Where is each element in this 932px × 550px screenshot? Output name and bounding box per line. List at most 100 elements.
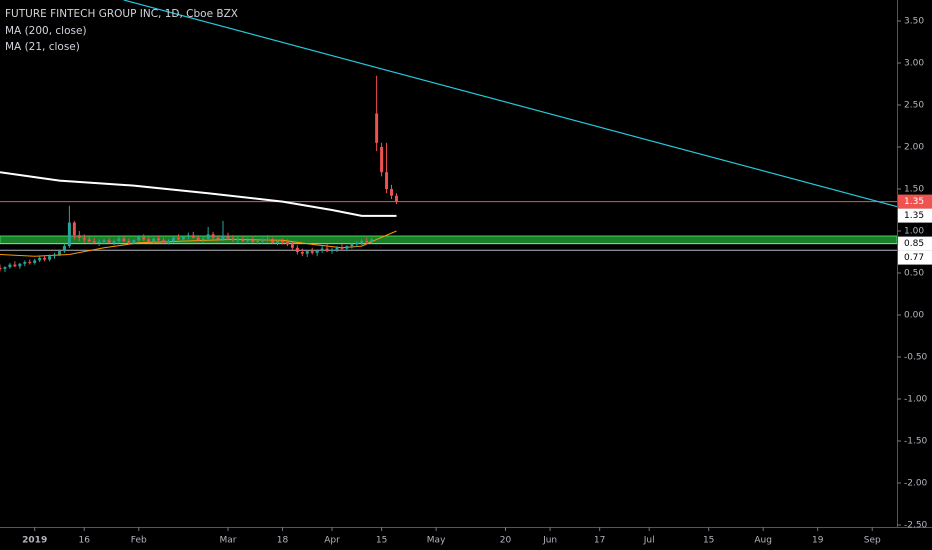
candle-body <box>92 241 96 243</box>
candle-body <box>191 235 195 238</box>
candle-body <box>3 267 7 269</box>
candle-body <box>137 236 141 241</box>
x-tick-label: Sep <box>864 536 881 546</box>
candle-body <box>285 241 289 245</box>
candle-body <box>241 239 245 242</box>
candle-body <box>261 239 265 242</box>
candle-body <box>28 262 32 264</box>
candle-body <box>226 236 230 239</box>
candle-body <box>167 241 170 243</box>
price-marker <box>898 194 932 209</box>
candle-body <box>355 242 359 245</box>
legend-entry: MA (21, close) <box>5 41 80 53</box>
candle-body <box>231 238 235 241</box>
candle-body <box>266 239 270 241</box>
candle-body <box>102 240 106 242</box>
candle-body <box>77 235 81 238</box>
x-tick-label: 2019 <box>22 536 47 546</box>
candle-body <box>276 241 280 243</box>
candle-body <box>305 251 309 254</box>
y-tick-label: 1.00 <box>904 226 924 236</box>
candle-body <box>271 240 275 243</box>
x-tick-label: May <box>427 536 446 546</box>
x-tick-label: 16 <box>79 536 91 546</box>
x-tick-label: 15 <box>703 536 714 546</box>
candle-body <box>162 240 166 243</box>
candle-body <box>300 251 304 254</box>
y-tick-label: 0.50 <box>904 268 924 278</box>
candle-body <box>320 248 324 251</box>
axes: 3.50 3.00 2.50 2.00 1.50 1.00 0.50 0.00 -0.50 -1.… <box>22 16 932 546</box>
candle-body <box>394 195 398 202</box>
candle-body <box>315 250 319 253</box>
y-tick-label: 1.50 <box>904 184 924 194</box>
candle-body <box>117 238 121 242</box>
price-marker-label: 0.77 <box>904 253 924 263</box>
plot-area <box>0 0 897 273</box>
candle-body <box>67 222 71 247</box>
candle-body <box>295 247 299 252</box>
candle-body <box>390 188 393 196</box>
x-tick-label: Mar <box>219 536 236 546</box>
candle-body <box>147 239 151 242</box>
candle-body <box>375 113 379 143</box>
candle-body <box>142 236 146 240</box>
candle-body <box>236 239 240 241</box>
candle-body <box>57 251 61 255</box>
legend-entry: MA (200, close) <box>5 25 87 37</box>
x-tick-label: Apr <box>324 536 340 546</box>
price-marker <box>898 250 932 265</box>
chart-title: FUTURE FINTECH GROUP INC, 1D, Cboe BZX <box>5 8 238 20</box>
candle-body <box>112 241 116 243</box>
candle-body <box>360 241 364 243</box>
candle-body <box>43 257 47 260</box>
candle-body <box>310 251 314 253</box>
price-marker-label: 1.35 <box>904 211 924 221</box>
candle-body <box>171 237 175 242</box>
candle-body <box>206 234 210 239</box>
trendline <box>123 0 897 208</box>
candle-body <box>157 238 161 241</box>
candle-body <box>33 260 37 263</box>
price-marker <box>898 236 932 251</box>
candle-body <box>335 247 339 250</box>
candle-body <box>340 247 344 249</box>
candle-body <box>221 236 225 240</box>
x-tick-label: Jun <box>542 536 557 546</box>
y-tick-label: -1.00 <box>904 394 928 404</box>
candle-body <box>62 246 66 252</box>
candle-body <box>13 264 17 267</box>
y-tick-label: 2.50 <box>904 100 924 110</box>
candle-body <box>87 239 91 242</box>
x-tick-label: Feb <box>131 536 147 546</box>
candle-body <box>48 256 52 260</box>
candle-body <box>82 237 86 240</box>
price-marker-label: 0.85 <box>904 239 924 249</box>
y-tick-label: 2.00 <box>904 142 924 152</box>
candle-body <box>53 254 57 257</box>
x-tick-label: Jul <box>643 536 655 546</box>
x-tick-label: 17 <box>594 536 605 546</box>
y-tick-label: -2.00 <box>904 478 928 488</box>
candle-body <box>370 239 374 242</box>
candle-body <box>280 241 284 243</box>
candle-body <box>23 262 27 264</box>
y-tick-label: -0.50 <box>904 352 928 362</box>
y-tick-label: 3.50 <box>904 16 924 26</box>
candle-body <box>365 241 369 243</box>
x-tick-label: 19 <box>812 536 824 546</box>
candle-body <box>176 237 180 240</box>
x-tick-label: 15 <box>376 536 387 546</box>
candle-body <box>290 244 294 248</box>
y-tick-label: -1.50 <box>904 436 928 446</box>
candle-body <box>132 240 136 243</box>
x-tick-label: 18 <box>277 536 289 546</box>
candle-body <box>216 237 220 240</box>
candle-body <box>345 246 349 249</box>
candle-body <box>330 249 334 252</box>
candle-body <box>18 263 22 267</box>
candle-body <box>181 236 185 240</box>
candle-body <box>97 241 101 243</box>
